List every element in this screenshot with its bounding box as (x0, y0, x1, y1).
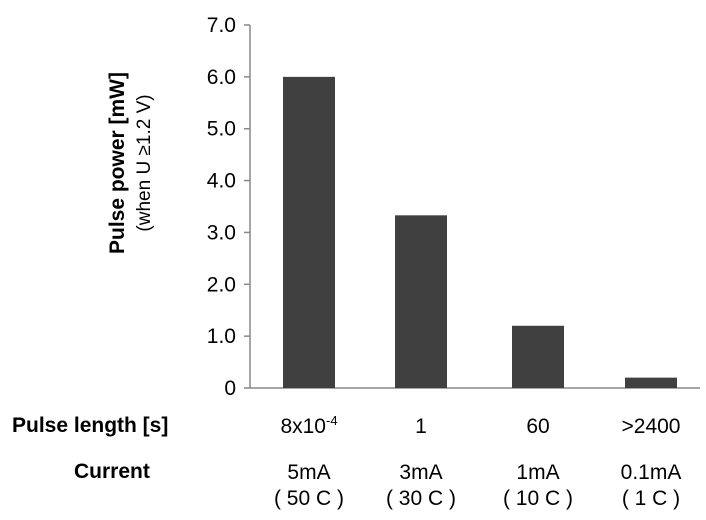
y-axis-label: Pulse power [mW] (106, 72, 129, 254)
current-cell: 1mA ( 10 C ) (483, 460, 593, 513)
y-axis-ticks: 0 1.0 2.0 3.0 4.0 5.0 6.0 7.0 (207, 14, 250, 400)
bar-chart: 01.02.03.04.05.06.07.0 Pulse power [mW] … (106, 14, 700, 400)
bar-1 (283, 76, 335, 388)
y-tick-label: 7.0 (207, 14, 236, 37)
current-row-label: Current (74, 460, 150, 483)
bars (283, 76, 677, 388)
y-axis-sublabel: (when U ≥1.2 V) (134, 94, 155, 231)
x-tick-label: 1 (366, 414, 476, 440)
y-tick-label: 0 (224, 377, 236, 400)
y-tick-label: 3.0 (207, 221, 236, 244)
current-value: 5mA (287, 461, 331, 484)
x-tick-label: 60 (483, 414, 593, 440)
current-cell: 5mA ( 50 C ) (254, 460, 364, 513)
y-tick-label: 1.0 (207, 325, 236, 348)
y-tick-label: 4.0 (207, 170, 236, 193)
pulse-length-value: >2400 (621, 415, 681, 438)
y-tick-label: 2.0 (207, 273, 236, 296)
y-tick-label: 5.0 (207, 118, 236, 141)
current-value: 1mA (516, 461, 560, 484)
current-cell: 3mA ( 30 C ) (366, 460, 476, 513)
current-value: 3mA (399, 461, 443, 484)
bar-2 (395, 215, 447, 388)
x-tick-label: 8x10-4 (254, 414, 364, 440)
current-c-rate: ( 30 C ) (385, 487, 456, 511)
pulse-length-value: 60 (526, 415, 550, 438)
current-c-rate: ( 1 C ) (621, 487, 681, 511)
current-c-rate: ( 50 C ) (273, 487, 344, 511)
pulse-length-value: 8x10 (280, 415, 326, 438)
pulse-length-row-label: Pulse length [s] (12, 414, 169, 437)
current-cell: 0.1mA ( 1 C ) (596, 460, 706, 513)
bar-4 (625, 377, 677, 388)
x-tick-label: >2400 (596, 414, 706, 440)
current-value: 0.1mA (620, 461, 682, 484)
bar-3 (512, 325, 564, 388)
pulse-length-exponent: -4 (325, 413, 338, 428)
y-tick-label: 6.0 (207, 66, 236, 89)
pulse-length-value: 1 (415, 415, 427, 438)
current-c-rate: ( 10 C ) (502, 487, 573, 511)
